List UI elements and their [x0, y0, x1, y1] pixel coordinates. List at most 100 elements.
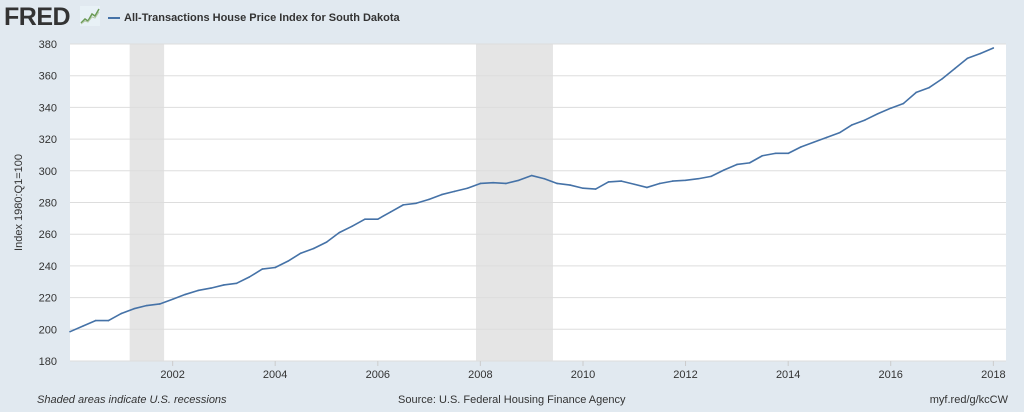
series-points	[69, 47, 995, 333]
data-point-2008-10-01	[518, 179, 520, 182]
data-point-2015-10-01	[876, 112, 879, 115]
data-point-2011-04-01	[646, 186, 648, 189]
x-tick-label-2002: 2002	[160, 369, 184, 381]
data-point-2014-10-01	[825, 136, 828, 139]
y-tick-label-280: 280	[39, 198, 57, 210]
data-point-2007-04-01	[440, 193, 443, 196]
data-point-2015-04-01	[851, 124, 853, 126]
data-point-2008-07-01	[505, 182, 507, 185]
data-point-2015-01-01	[838, 131, 841, 134]
x-tick-label-2016: 2016	[878, 369, 902, 381]
data-point-2011-01-01	[633, 183, 636, 186]
data-point-2016-04-01	[902, 102, 905, 105]
data-point-2006-01-01	[377, 218, 379, 220]
data-point-2010-01-01	[582, 187, 584, 190]
data-point-2002-10-01	[210, 287, 212, 289]
data-point-2000-04-01	[81, 325, 84, 327]
recession-note: Shaded areas indicate U.S. recessions	[37, 394, 227, 406]
sparkline-icon	[80, 6, 100, 26]
data-point-2011-10-01	[671, 180, 674, 182]
data-point-2003-04-01	[235, 282, 238, 285]
data-point-2006-10-01	[415, 202, 417, 205]
data-point-2004-10-01	[312, 247, 315, 250]
data-point-2003-01-01	[223, 284, 225, 286]
y-axis-label: Index 1980:Q1=100	[13, 154, 25, 251]
x-axis-ticks: 2002 2004 2006 2008 2010 2012 2014 2016 2018	[160, 361, 1006, 381]
data-point-2014-04-01	[800, 146, 802, 148]
source-note: Source: U.S. Federal Housing Finance Age…	[398, 394, 626, 406]
y-tick-label-320: 320	[39, 134, 57, 146]
data-point-2005-10-01	[364, 218, 366, 220]
x-tick-label-2014: 2014	[776, 369, 800, 381]
data-point-2012-10-01	[723, 169, 725, 171]
data-point-2001-10-01	[158, 303, 161, 305]
data-point-2010-04-01	[594, 188, 597, 190]
data-point-2001-04-01	[133, 307, 135, 310]
data-point-2009-07-01	[556, 182, 558, 185]
data-point-2008-01-01	[479, 182, 482, 185]
x-tick-label-2008: 2008	[468, 369, 492, 381]
legend-swatch	[108, 17, 120, 19]
data-point-2014-07-01	[812, 141, 815, 144]
data-point-2008-04-01	[492, 181, 494, 184]
data-point-2003-10-01	[261, 268, 264, 270]
data-point-2009-10-01	[569, 184, 571, 186]
data-point-2017-04-01	[953, 67, 956, 70]
data-point-2009-01-01	[530, 174, 533, 177]
data-point-2004-01-01	[274, 266, 276, 269]
data-point-2013-10-01	[774, 152, 777, 155]
short-url-link[interactable]: myf.red/g/kcCW	[929, 394, 1008, 406]
data-point-2006-04-01	[389, 211, 392, 213]
data-point-2013-07-01	[761, 154, 764, 157]
data-point-2005-04-01	[338, 231, 341, 234]
y-tick-label-360: 360	[39, 71, 57, 83]
x-tick-label-2012: 2012	[673, 369, 697, 381]
data-point-2016-01-01	[889, 107, 892, 109]
data-point-2016-07-01	[915, 91, 918, 94]
fred-logo[interactable]: FRED	[4, 3, 71, 31]
y-tick-label-240: 240	[39, 261, 57, 273]
data-point-2004-07-01	[299, 252, 302, 255]
data-point-2005-01-01	[325, 241, 328, 243]
x-tick-label-2018: 2018	[981, 369, 1005, 381]
data-point-2000-07-01	[94, 319, 97, 322]
data-point-2012-07-01	[710, 175, 712, 178]
data-point-2004-04-01	[287, 260, 289, 262]
data-point-2016-10-01	[928, 86, 930, 89]
data-point-2017-01-01	[941, 78, 943, 80]
data-point-2014-01-01	[787, 152, 789, 155]
data-point-2009-04-01	[543, 177, 546, 180]
data-point-2002-04-01	[184, 293, 187, 296]
data-point-2010-10-01	[620, 180, 623, 182]
data-point-2002-01-01	[171, 298, 174, 300]
y-tick-label-300: 300	[39, 166, 57, 178]
data-point-2012-04-01	[697, 177, 700, 180]
x-tick-label-2010: 2010	[571, 369, 595, 381]
y-tick-label-200: 200	[39, 324, 57, 336]
chart-header: FRED All-Transactions House Price Index …	[0, 0, 1024, 36]
data-point-2002-07-01	[197, 289, 199, 292]
y-tick-label-340: 340	[39, 102, 57, 114]
data-point-2007-01-01	[428, 198, 430, 201]
data-point-2018-01-01	[992, 47, 995, 49]
data-point-2006-07-01	[402, 204, 405, 206]
data-point-2001-07-01	[146, 304, 148, 307]
legend-label: All-Transactions House Price Index for S…	[124, 12, 400, 24]
y-axis-ticks: 180 200 220 240 260 280 300 320 340 360 380	[39, 39, 57, 368]
data-point-2012-01-01	[684, 179, 687, 182]
y-tick-label-380: 380	[39, 39, 57, 51]
data-point-2000-01-01	[69, 330, 71, 333]
y-gridlines	[70, 43, 1006, 362]
data-point-2001-01-01	[120, 312, 123, 315]
data-point-2017-07-01	[966, 57, 969, 60]
y-tick-label-180: 180	[39, 356, 57, 368]
x-tick-label-2004: 2004	[263, 369, 287, 381]
data-point-2013-01-01	[736, 163, 738, 166]
y-tick-label-260: 260	[39, 229, 57, 241]
y-tick-label-220: 220	[39, 293, 57, 305]
data-point-2003-07-01	[248, 276, 251, 278]
data-point-2017-10-01	[979, 52, 982, 55]
data-point-2005-07-01	[351, 225, 353, 228]
data-point-2007-10-01	[466, 187, 469, 190]
